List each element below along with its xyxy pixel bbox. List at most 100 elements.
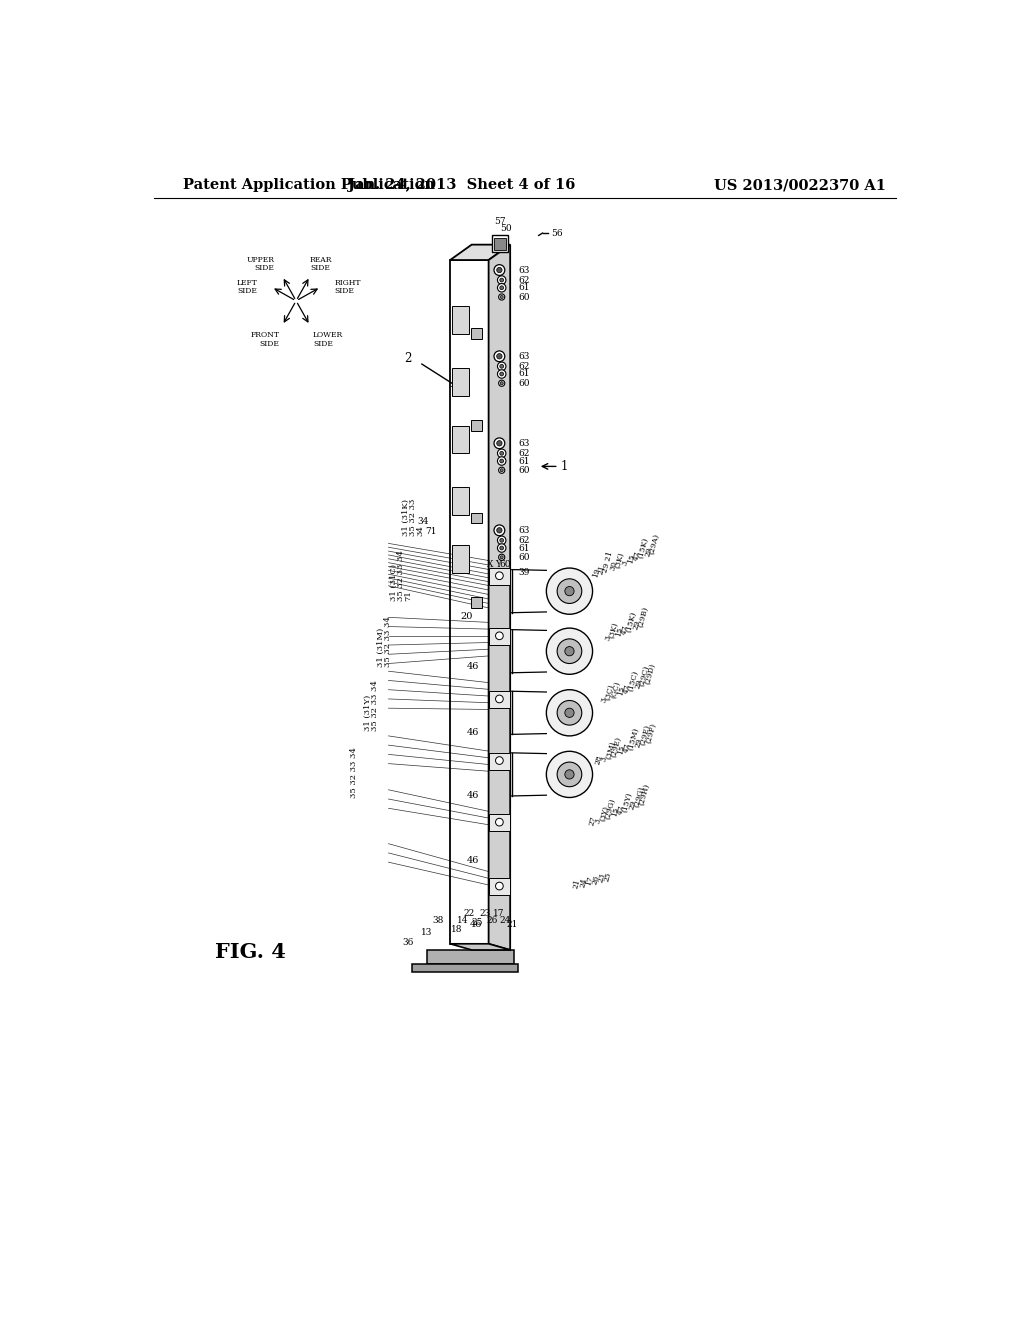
- Text: (29G): (29G): [603, 797, 616, 820]
- Text: LOWER
SIDE: LOWER SIDE: [313, 331, 343, 347]
- Circle shape: [497, 528, 502, 533]
- Circle shape: [500, 364, 504, 368]
- Text: (15M): (15M): [627, 726, 640, 751]
- Text: 62: 62: [518, 276, 530, 285]
- Text: 26: 26: [591, 874, 601, 886]
- Text: (29E): (29E): [638, 725, 651, 747]
- Text: (15K): (15K): [636, 537, 649, 560]
- Text: 21: 21: [597, 564, 607, 576]
- Circle shape: [500, 279, 504, 282]
- Text: 28: 28: [594, 754, 604, 766]
- Text: (29G): (29G): [632, 785, 645, 808]
- Text: 63: 63: [518, 265, 530, 275]
- Text: (3C): (3C): [604, 682, 615, 701]
- Text: 29: 29: [643, 545, 653, 557]
- Bar: [452, 545, 469, 573]
- Text: 71: 71: [425, 528, 436, 536]
- Text: 50: 50: [500, 224, 512, 234]
- Text: 71: 71: [403, 590, 412, 601]
- Text: (GC): (GC): [609, 680, 622, 700]
- Text: (29F): (29F): [644, 722, 657, 744]
- Circle shape: [557, 639, 582, 664]
- Text: 29: 29: [634, 678, 644, 689]
- Text: (29B): (29B): [636, 606, 649, 628]
- Text: 13: 13: [421, 928, 433, 937]
- Text: 62: 62: [518, 536, 530, 545]
- Text: 19: 19: [591, 566, 601, 578]
- Text: 15: 15: [610, 807, 621, 817]
- Text: 61: 61: [518, 544, 530, 553]
- Text: 46: 46: [467, 727, 479, 737]
- Text: 22: 22: [464, 908, 475, 917]
- Text: 20: 20: [461, 612, 473, 620]
- Bar: [488, 692, 510, 708]
- Text: 61: 61: [518, 370, 530, 379]
- Text: 15: 15: [616, 685, 627, 697]
- Polygon shape: [427, 950, 514, 964]
- Polygon shape: [412, 964, 518, 972]
- Circle shape: [499, 294, 505, 300]
- Circle shape: [547, 628, 593, 675]
- Text: 60: 60: [518, 466, 530, 475]
- Circle shape: [500, 286, 504, 289]
- Text: (3M): (3M): [604, 741, 616, 760]
- Text: (29E): (29E): [609, 735, 623, 758]
- Text: (3K): (3K): [607, 622, 620, 640]
- Circle shape: [500, 296, 503, 298]
- Text: (15K): (15K): [625, 610, 638, 632]
- Text: (3Y): (3Y): [598, 805, 610, 822]
- Circle shape: [496, 696, 503, 702]
- Bar: [471, 598, 481, 609]
- Circle shape: [565, 586, 574, 595]
- Circle shape: [497, 268, 502, 273]
- Circle shape: [565, 708, 574, 718]
- Text: 34: 34: [418, 517, 429, 527]
- Text: 47: 47: [623, 682, 633, 694]
- Text: (15C): (15C): [627, 669, 640, 692]
- Text: 17: 17: [493, 908, 505, 917]
- Circle shape: [500, 539, 504, 543]
- Text: 29: 29: [632, 619, 642, 631]
- Text: 46: 46: [467, 792, 479, 800]
- Bar: [488, 568, 510, 585]
- Text: 61: 61: [518, 284, 530, 292]
- Text: LEFT
SIDE: LEFT SIDE: [237, 279, 258, 296]
- Text: 31 (31Y): 31 (31Y): [364, 694, 372, 730]
- Circle shape: [547, 568, 593, 614]
- Text: 15: 15: [626, 553, 636, 564]
- Text: (3K): (3K): [613, 550, 626, 569]
- Text: 24: 24: [579, 876, 589, 888]
- Circle shape: [565, 770, 574, 779]
- Text: 38: 38: [433, 916, 444, 925]
- Text: 31 (31C): 31 (31C): [390, 564, 398, 601]
- Text: 39: 39: [518, 568, 530, 577]
- Text: 21: 21: [572, 878, 583, 890]
- Text: 18: 18: [451, 925, 462, 935]
- Text: 60: 60: [500, 560, 511, 569]
- Text: Jan. 24, 2013  Sheet 4 of 16: Jan. 24, 2013 Sheet 4 of 16: [348, 178, 575, 193]
- Circle shape: [547, 751, 593, 797]
- Text: 29 21: 29 21: [601, 550, 614, 573]
- Text: (29C): (29C): [638, 664, 651, 688]
- Text: (29D): (29D): [644, 661, 657, 685]
- Text: 63: 63: [518, 352, 530, 360]
- Text: 17: 17: [585, 875, 595, 887]
- Bar: [471, 512, 481, 524]
- Text: 14: 14: [457, 916, 468, 925]
- Circle shape: [496, 882, 503, 890]
- Text: (15Y): (15Y): [621, 791, 634, 813]
- Text: 57: 57: [495, 218, 506, 226]
- Text: 3: 3: [621, 560, 630, 566]
- Circle shape: [494, 264, 505, 276]
- Circle shape: [500, 372, 504, 376]
- Text: 31 (31M): 31 (31M): [377, 627, 385, 667]
- Text: (29H): (29H): [638, 783, 651, 807]
- Circle shape: [494, 438, 505, 449]
- Text: REAR
SIDE: REAR SIDE: [310, 256, 333, 272]
- Text: 56: 56: [551, 228, 562, 238]
- Text: 61: 61: [518, 457, 530, 466]
- Text: 29: 29: [634, 738, 644, 748]
- Circle shape: [496, 818, 503, 826]
- Text: 25: 25: [471, 917, 482, 927]
- Text: 2: 2: [404, 352, 412, 366]
